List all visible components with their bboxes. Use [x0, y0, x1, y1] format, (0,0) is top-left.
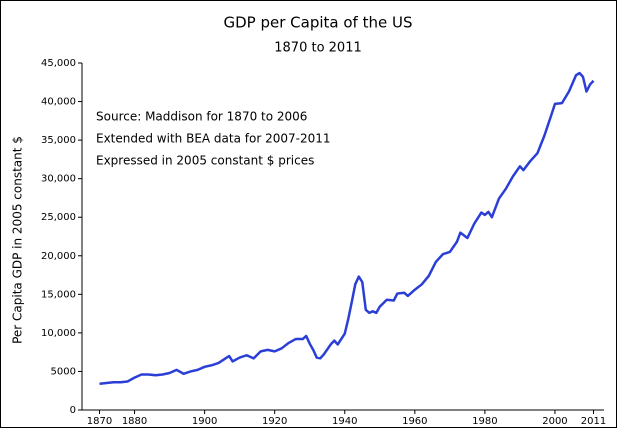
- x-tick-label: 1900: [192, 416, 217, 427]
- y-tick-label: 45,000: [41, 58, 76, 69]
- data-line: [99, 71, 595, 386]
- x-tick-label: 1870: [87, 416, 112, 427]
- y-tick-label: 15,000: [41, 289, 76, 300]
- y-tick-label: 30,000: [41, 174, 76, 185]
- y-tick-label: 10,000: [41, 328, 76, 339]
- annotation: Source: Maddison for 1870 to 2006: [96, 110, 307, 124]
- x-tick-label: 2000: [542, 416, 567, 427]
- annotation: Extended with BEA data for 2007-2011: [96, 132, 331, 146]
- y-tick-label: 25,000: [41, 212, 76, 223]
- x-tick-label: 1920: [262, 416, 287, 427]
- y-tick-label: 20,000: [41, 251, 76, 262]
- y-tick-label: 35,000: [41, 135, 76, 146]
- y-axis-label: Per Capita GDP in 2005 constant $: [11, 136, 25, 344]
- y-tick-label: 40,000: [41, 97, 76, 108]
- x-tick-label: 1980: [472, 416, 497, 427]
- y-tick-label: 5000: [51, 366, 76, 377]
- x-tick-label: 1880: [122, 416, 147, 427]
- x-tick-label: 1960: [402, 416, 427, 427]
- chart-title: GDP per Capita of the US: [224, 14, 413, 32]
- x-tick-label: 1940: [332, 416, 357, 427]
- x-tick-label: 2011: [581, 416, 606, 427]
- annotation: Expressed in 2005 constant $ prices: [96, 154, 314, 168]
- chart-subtitle: 1870 to 2011: [274, 41, 361, 56]
- y-tick-label: 0: [70, 405, 76, 416]
